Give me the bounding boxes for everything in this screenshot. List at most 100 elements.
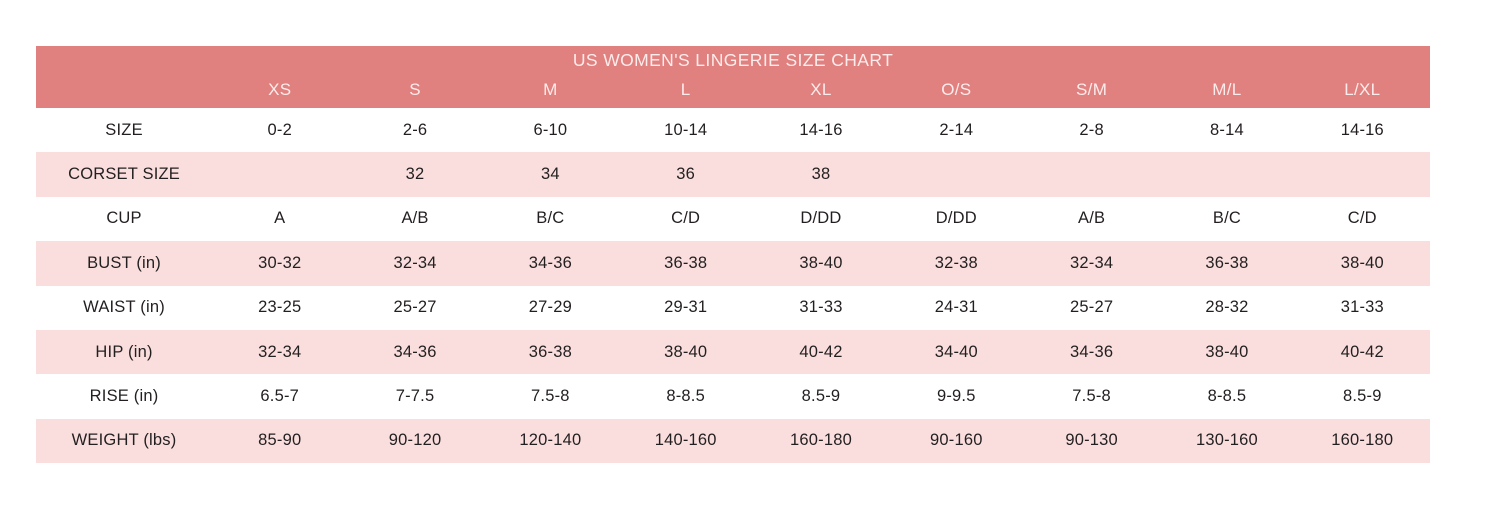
table-row: BUST (in) 30-32 32-34 34-36 36-38 38-40 32-38 3… (36, 241, 1430, 286)
cell-value: 32-34 (347, 241, 483, 286)
cell-value: 38-40 (1294, 241, 1430, 286)
cell-value: D/DD (753, 196, 889, 242)
cell-value: 24-31 (888, 285, 1024, 330)
cell-value: 7-7.5 (347, 374, 483, 419)
cell-value: 0-2 (212, 108, 348, 153)
cell-value: 8-8.5 (618, 374, 754, 419)
cell-value (1159, 152, 1295, 197)
table-row: CUP A A/B B/C C/D D/DD D/DD A/B B/C C/D (36, 196, 1430, 242)
cell-value: 32-34 (212, 329, 348, 375)
cell-value: 8.5-9 (1294, 374, 1430, 419)
row-label: WEIGHT (lbs) (36, 418, 213, 464)
row-label: CORSET SIZE (36, 152, 213, 197)
cell-value: 7.5-8 (482, 374, 619, 419)
cell-value: 29-31 (618, 285, 754, 330)
cell-value: 14-16 (753, 108, 889, 153)
cell-value: C/D (618, 196, 754, 242)
cell-value: 90-120 (347, 418, 483, 464)
cell-value: 36-38 (1159, 241, 1295, 286)
cell-value: B/C (482, 196, 619, 242)
cell-value: 6.5-7 (212, 374, 348, 419)
cell-value: 8-14 (1159, 108, 1295, 153)
cell-value: 90-160 (888, 418, 1024, 464)
table-row: RISE (in) 6.5-7 7-7.5 7.5-8 8-8.5 8.5-9 9-9.5 7… (36, 374, 1430, 419)
cell-value: 2-8 (1023, 108, 1160, 153)
cell-value: 2-14 (888, 108, 1024, 153)
row-label: HIP (in) (36, 329, 213, 375)
cell-value: 85-90 (212, 418, 348, 464)
size-column-header-l-xl[interactable]: L/XL (1344, 80, 1381, 99)
chart-title-row: US WOMEN'S LINGERIE SIZE CHART (36, 46, 1430, 76)
cell-value: 34-36 (1023, 329, 1160, 375)
cell-value: 34-40 (888, 329, 1024, 375)
size-chart-container: US WOMEN'S LINGERIE SIZE CHART XS S M L XL O/… (36, 46, 1430, 464)
cell-value: 38-40 (753, 241, 889, 286)
cell-value: 36-38 (618, 241, 754, 286)
cell-value: 34 (482, 152, 619, 197)
table-body: SIZE 0-2 2-6 6-10 10-14 14-16 2-14 2-8 8-14 14-16… (36, 108, 1430, 464)
cell-value: 8-8.5 (1159, 374, 1295, 419)
size-column-header-xl[interactable]: XL (810, 80, 832, 99)
cell-value: 40-42 (753, 329, 889, 375)
table-row: WEIGHT (lbs) 85-90 90-120 120-140 140-160 160… (36, 418, 1430, 464)
cell-value: 9-9.5 (888, 374, 1024, 419)
table-row: CORSET SIZE 32 34 36 38 (36, 152, 1430, 197)
cell-value: 38 (753, 152, 889, 197)
cell-value: 25-27 (347, 285, 483, 330)
table-head: US WOMEN'S LINGERIE SIZE CHART XS S M L XL O/… (36, 46, 1430, 108)
cell-value: 36-38 (482, 329, 619, 375)
cell-value: 34-36 (482, 241, 619, 286)
cell-value: 160-180 (753, 418, 889, 464)
cell-value: A/B (347, 196, 483, 242)
size-column-header-m-l[interactable]: M/L (1212, 80, 1242, 99)
table-row: HIP (in) 32-34 34-36 36-38 38-40 40-42 34-40 34… (36, 329, 1430, 375)
cell-value: 28-32 (1159, 285, 1295, 330)
cell-value: 36 (618, 152, 754, 197)
cell-value: 31-33 (1294, 285, 1430, 330)
size-column-header-l[interactable]: L (680, 80, 691, 99)
cell-value: C/D (1294, 196, 1430, 242)
table-row: SIZE 0-2 2-6 6-10 10-14 14-16 2-14 2-8 8-14 14-16 (36, 108, 1430, 153)
row-label: RISE (in) (36, 374, 213, 419)
cell-value: 23-25 (212, 285, 348, 330)
cell-value: 34-36 (347, 329, 483, 375)
cell-value: 25-27 (1023, 285, 1160, 330)
row-label: SIZE (36, 108, 213, 153)
cell-value: A/B (1023, 196, 1160, 242)
size-column-header-m[interactable]: M (543, 80, 558, 99)
cell-value: 160-180 (1294, 418, 1430, 464)
cell-value: 32-34 (1023, 241, 1160, 286)
cell-value: 30-32 (212, 241, 348, 286)
cell-value: 140-160 (618, 418, 754, 464)
row-label: WAIST (in) (36, 285, 213, 330)
cell-value: 14-16 (1294, 108, 1430, 153)
cell-value: 32 (347, 152, 483, 197)
cell-value (1294, 152, 1430, 197)
cell-value (888, 152, 1024, 197)
cell-value: 32-38 (888, 241, 1024, 286)
row-label: BUST (in) (36, 241, 213, 286)
size-column-header-xs[interactable]: XS (268, 80, 292, 99)
cell-value: 8.5-9 (753, 374, 889, 419)
cell-value: 2-6 (347, 108, 483, 153)
cell-value: 120-140 (482, 418, 619, 464)
cell-value: 38-40 (618, 329, 754, 375)
cell-value: 40-42 (1294, 329, 1430, 375)
cell-value: B/C (1159, 196, 1295, 242)
chart-title: US WOMEN'S LINGERIE SIZE CHART (572, 49, 894, 70)
cell-value (1023, 152, 1160, 197)
cell-value: 27-29 (482, 285, 619, 330)
cell-value: A (212, 196, 348, 242)
size-column-header-o-s[interactable]: O/S (941, 80, 972, 99)
cell-value: 31-33 (753, 285, 889, 330)
cell-value: 10-14 (618, 108, 754, 153)
cell-value: D/DD (888, 196, 1024, 242)
row-label-column-header (36, 76, 212, 108)
cell-value (212, 152, 348, 197)
size-column-header-s-m[interactable]: S/M (1076, 80, 1108, 99)
cell-value: 38-40 (1159, 329, 1295, 375)
cell-value: 130-160 (1159, 418, 1295, 464)
cell-value: 6-10 (482, 108, 619, 153)
size-column-header-s[interactable]: S (409, 80, 421, 99)
row-label: CUP (36, 196, 213, 242)
